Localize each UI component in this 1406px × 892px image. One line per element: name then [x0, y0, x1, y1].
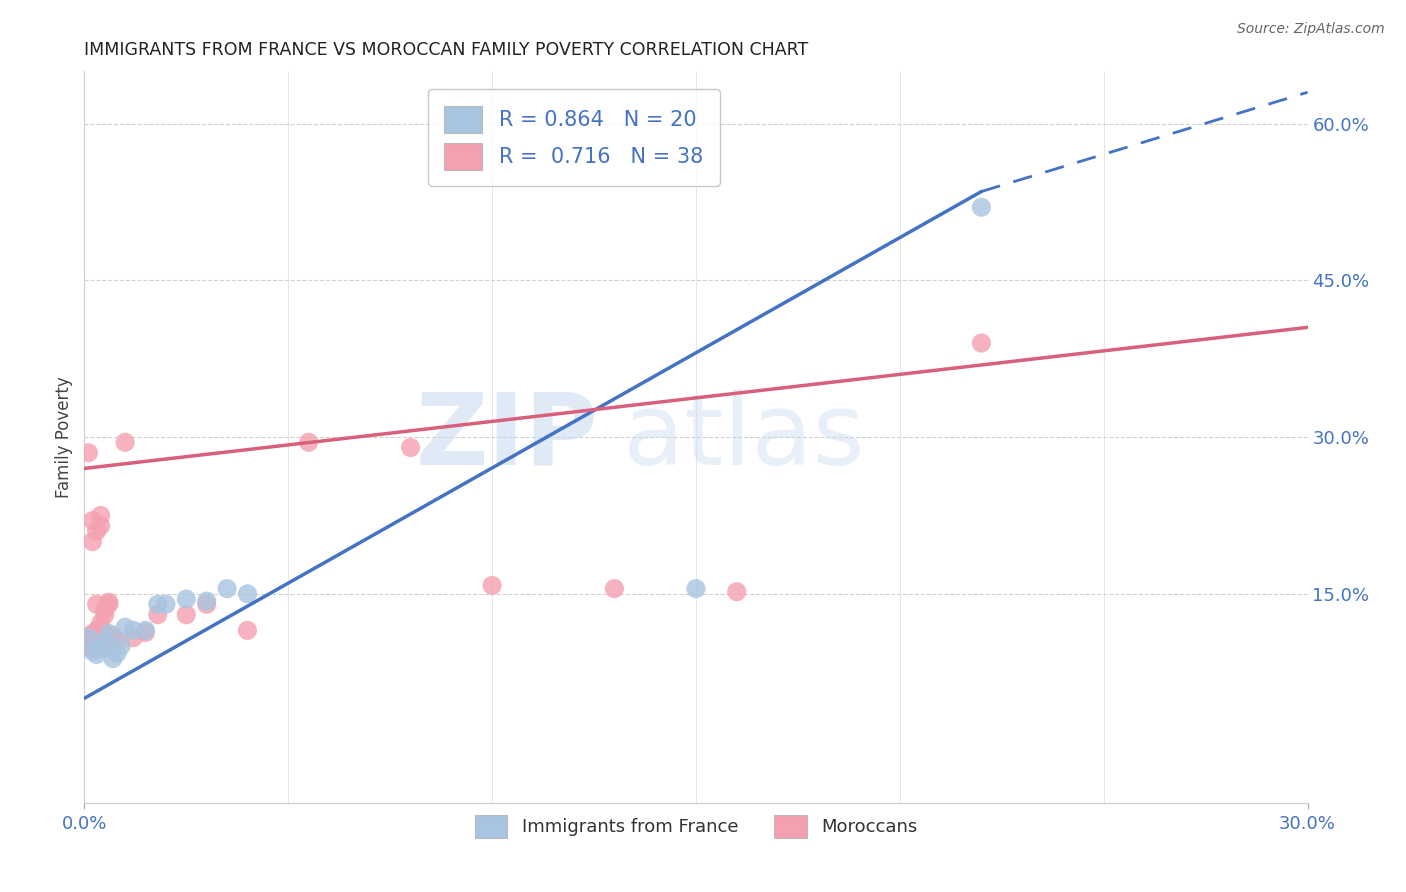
Point — [93, 633, 115, 648]
Point — [90, 633, 112, 648]
Point — [114, 620, 136, 634]
Point — [86, 624, 108, 638]
Point — [236, 587, 259, 601]
Point — [122, 631, 145, 645]
Point — [970, 336, 993, 351]
Point — [105, 646, 128, 660]
Point — [86, 524, 108, 538]
Point — [114, 435, 136, 450]
Point — [155, 597, 177, 611]
Point — [90, 519, 112, 533]
Point — [101, 651, 124, 665]
Text: atlas: atlas — [623, 389, 865, 485]
Point — [135, 624, 157, 638]
Point — [82, 641, 104, 656]
Point — [90, 508, 112, 523]
Point — [82, 514, 104, 528]
Y-axis label: Family Poverty: Family Poverty — [55, 376, 73, 498]
Point — [97, 595, 120, 609]
Point — [685, 582, 707, 596]
Point — [146, 597, 169, 611]
Point — [90, 641, 112, 656]
Point — [86, 648, 108, 662]
Point — [105, 633, 128, 648]
Point — [195, 594, 218, 608]
Point — [174, 607, 197, 622]
Legend: Immigrants from France, Moroccans: Immigrants from France, Moroccans — [467, 807, 925, 845]
Point — [77, 633, 100, 648]
Point — [217, 582, 239, 596]
Point — [481, 578, 503, 592]
Point — [93, 641, 115, 656]
Point — [122, 624, 145, 638]
Text: IMMIGRANTS FROM FRANCE VS MOROCCAN FAMILY POVERTY CORRELATION CHART: IMMIGRANTS FROM FRANCE VS MOROCCAN FAMIL… — [84, 41, 808, 59]
Point — [77, 631, 100, 645]
Point — [101, 629, 124, 643]
Text: ZIP: ZIP — [415, 389, 598, 485]
Point — [174, 592, 197, 607]
Text: Source: ZipAtlas.com: Source: ZipAtlas.com — [1237, 22, 1385, 37]
Point — [195, 597, 218, 611]
Point — [82, 644, 104, 658]
Point — [86, 597, 108, 611]
Point — [93, 607, 115, 622]
Point — [97, 626, 120, 640]
Point — [146, 607, 169, 622]
Point — [86, 631, 108, 645]
Point — [90, 616, 112, 631]
Point — [77, 631, 100, 645]
Point — [93, 602, 115, 616]
Point — [725, 584, 748, 599]
Point — [82, 631, 104, 645]
Point — [86, 639, 108, 653]
Point — [110, 639, 132, 653]
Point — [970, 200, 993, 214]
Point — [236, 624, 259, 638]
Point — [77, 639, 100, 653]
Point — [603, 582, 626, 596]
Point — [97, 597, 120, 611]
Point — [82, 534, 104, 549]
Point — [298, 435, 321, 450]
Point — [399, 441, 422, 455]
Point — [77, 446, 100, 460]
Point — [135, 625, 157, 640]
Point — [82, 626, 104, 640]
